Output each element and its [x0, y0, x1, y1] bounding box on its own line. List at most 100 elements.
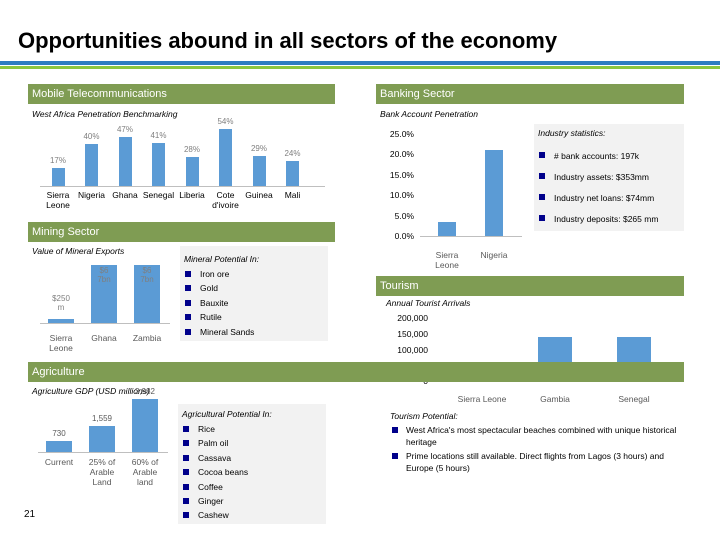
mining-bar-value: $250 m	[52, 294, 70, 312]
mobile-bar-value: 29%	[250, 143, 267, 153]
list-item: Bauxite	[184, 296, 254, 310]
list-item: Coffee	[182, 480, 248, 494]
tourism-bar-label: Gambia	[540, 394, 570, 404]
mining-bar-label: Ghana	[91, 333, 117, 343]
mobile-bar-label: Mali	[284, 190, 301, 200]
mining-bar-value: $6 7bn	[140, 266, 154, 284]
list-item: Cashew	[182, 508, 248, 522]
agriculture-subtitle: Agriculture GDP (USD millions)	[32, 386, 150, 396]
banking-y-tick: 0.0%	[394, 231, 414, 241]
agriculture-bar	[132, 399, 158, 452]
banking-y-tick: 25.0%	[389, 129, 414, 139]
tourism-potential-1: West Africa's most spectacular beaches c…	[406, 425, 677, 447]
mining-bar	[134, 265, 160, 323]
list-item: Industry net loans: $74mm	[538, 190, 658, 211]
tourism-y-tick: 200,000	[397, 313, 428, 323]
mining-potential-title: Mineral Potential In:	[184, 254, 260, 264]
tourism-y-tick: 100,000	[397, 344, 428, 355]
banking-header: Banking Sector	[376, 84, 684, 104]
agriculture-bar	[89, 426, 115, 452]
mobile-bar-label: Senegal	[142, 190, 175, 200]
mobile-bar-label: Guinea	[245, 190, 273, 200]
mobile-bar-value: 41%	[150, 130, 167, 140]
banking-bar-label: Sierra Leone	[435, 250, 459, 270]
tourism-bar-label: Senegal	[618, 394, 650, 404]
mobile-bar	[118, 136, 132, 186]
page-title: Opportunities abound in all sectors of t…	[18, 28, 558, 53]
list-item: Rice	[182, 422, 248, 436]
mobile-bar-value: 24%	[284, 148, 301, 158]
list-item: Industry deposits: $265 mm	[538, 211, 658, 232]
tourism-y-tick: 150,000	[397, 328, 428, 339]
mining-header: Mining Sector	[28, 222, 335, 242]
mobile-bar-label: Ghana	[112, 190, 138, 200]
mobile-bar-value: 40%	[83, 132, 100, 141]
title-rule-green	[0, 66, 720, 69]
banking-y-tick: 15.0%	[389, 169, 414, 180]
mobile-bar	[185, 156, 199, 186]
agriculture-bar	[46, 441, 72, 452]
banking-y-tick: 5.0%	[394, 210, 414, 221]
list-item: Cocoa beans	[182, 465, 248, 479]
mobile-bar	[252, 155, 266, 186]
agriculture-bar-value: 730	[52, 429, 66, 438]
mobile-bar-label: Sierra Leone	[46, 190, 70, 210]
agriculture-potential-title: Agricultural Potential In:	[182, 409, 272, 419]
mining-bar-label: Zambia	[132, 333, 162, 343]
agriculture-bar-value: 3,982	[134, 387, 156, 396]
mining-axis	[40, 323, 170, 324]
tourism-potential-2: Prime locations still available. Direct …	[406, 451, 664, 473]
agriculture-header: Agriculture	[28, 362, 684, 382]
mining-bar	[48, 319, 74, 323]
agriculture-bar-label: 25% of Arable Land	[88, 457, 116, 487]
list-item: Industry assets: $353mm	[538, 169, 658, 190]
title-rule-blue	[0, 61, 720, 65]
banking-bar-label: Nigeria	[480, 250, 508, 260]
agriculture-bar-label: 60% of Arable land	[131, 457, 159, 487]
mobile-bar	[152, 142, 165, 186]
tourism-header: Tourism	[376, 276, 684, 296]
list-item: Palm oil	[182, 436, 248, 450]
mining-subtitle: Value of Mineral Exports	[32, 246, 125, 256]
mobile-bar-value: 28%	[183, 144, 200, 154]
list-item: Iron ore	[184, 267, 254, 281]
agriculture-potential-panel	[178, 404, 326, 524]
banking-stats-title: Industry statistics:	[538, 128, 606, 138]
mobile-subtitle: West Africa Penetration Benchmarking	[32, 109, 178, 119]
list-item: Cassava	[182, 451, 248, 465]
list-item: Rutile	[184, 310, 254, 324]
mobile-bar	[85, 144, 98, 186]
banking-stats-panel	[534, 124, 684, 231]
agriculture-bar-value: 1,559	[91, 414, 113, 423]
banking-axis	[420, 236, 522, 237]
mobile-bar-value: 17%	[49, 156, 66, 166]
mobile-bar-label: Nigeria	[78, 190, 105, 200]
banking-stats-list: # bank accounts: 197k Industry assets: $…	[538, 148, 658, 232]
banking-y-tick: 20.0%	[389, 149, 414, 160]
mobile-bar-label: Cote d'ivoire	[212, 190, 239, 210]
list-item: # bank accounts: 197k	[538, 148, 658, 169]
banking-y-tick: 10.0%	[389, 190, 414, 201]
banking-bar	[485, 150, 503, 236]
mobile-bar-value: 47%	[116, 124, 133, 134]
banking-subtitle: Bank Account Penetration	[380, 109, 478, 119]
mining-potential-panel	[180, 246, 328, 341]
mobile-bar-label: Liberia	[179, 190, 205, 200]
mining-bar-label: Sierra Leone	[49, 333, 73, 353]
tourism-potential-title: Tourism Potential:	[390, 411, 458, 421]
bullet-icon	[392, 453, 398, 459]
agriculture-axis	[38, 452, 168, 453]
tourism-bar-label: Sierra Leone	[457, 394, 507, 404]
tourism-subtitle: Annual Tourist Arrivals	[386, 298, 471, 308]
mining-bar-value: $6 7bn	[97, 266, 111, 284]
mining-bar	[91, 265, 117, 323]
mobile-bar	[286, 160, 299, 186]
mobile-bar	[219, 129, 232, 186]
bullet-icon	[392, 427, 398, 433]
agriculture-bar-label: Current	[44, 457, 74, 467]
agriculture-potential-list: Rice Palm oil Cassava Cocoa beans Coffee…	[182, 422, 248, 523]
mobile-axis	[40, 186, 325, 187]
page-number: 21	[24, 509, 36, 520]
list-item: Gold	[184, 281, 254, 295]
banking-bar	[438, 221, 456, 236]
